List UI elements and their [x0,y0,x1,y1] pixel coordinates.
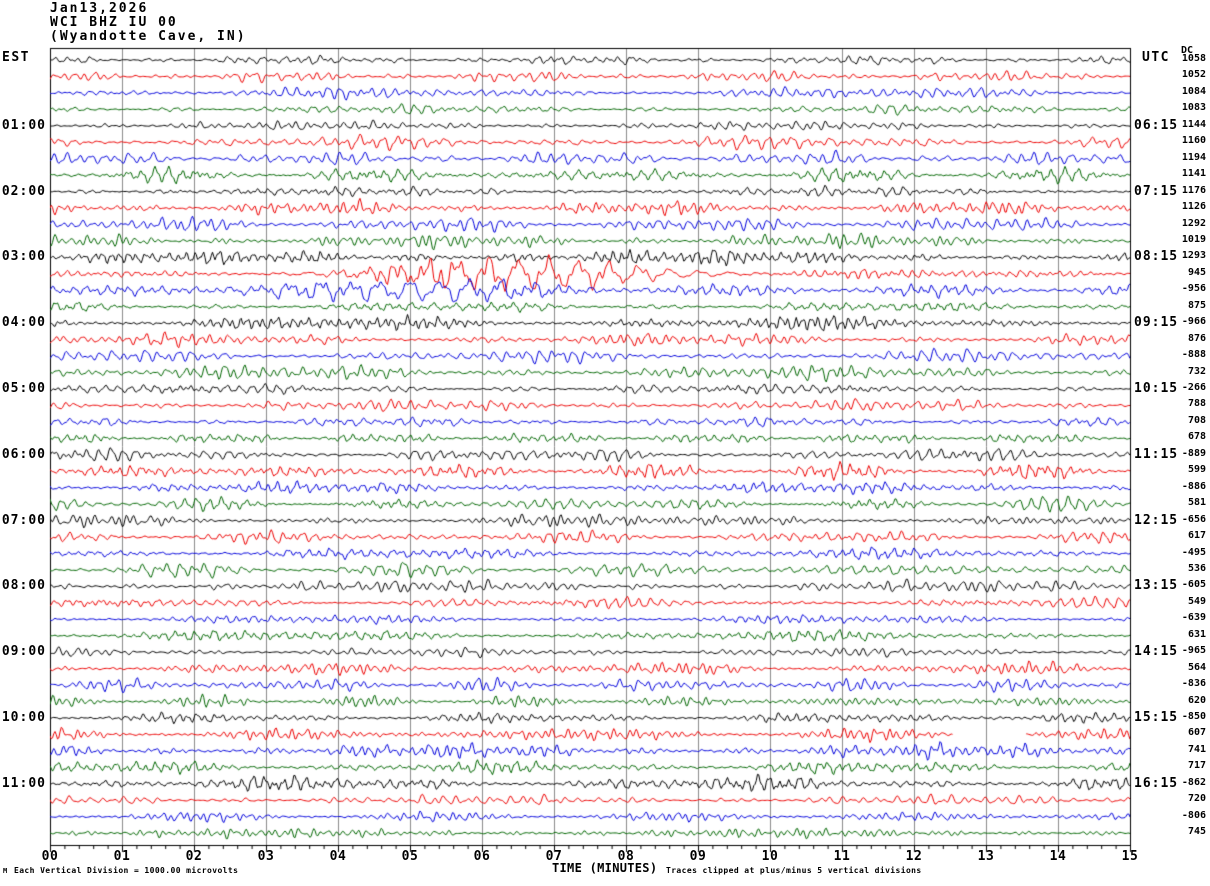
dc-offset-value: -605 [1181,579,1206,591]
dc-offset-value: -956 [1181,283,1206,295]
x-tick-label: 15 [1121,849,1139,864]
x-tick-label: 04 [329,849,347,864]
dc-offset-value: -836 [1181,678,1206,690]
dc-offset-value: 708 [1187,414,1206,426]
utc-hour-label: 15:15 [1134,710,1179,725]
x-tick-label: 02 [185,849,203,864]
dc-offset-value: 1083 [1181,102,1206,114]
dc-offset-value: 732 [1187,365,1206,377]
scale-note: Each Vertical Division = 1000.00 microvo… [14,866,239,875]
dc-offset-value: 617 [1187,530,1206,542]
x-tick-label: 01 [113,849,131,864]
x-tick-label: 08 [617,849,635,864]
dc-offset-value: 620 [1187,694,1206,706]
dc-offset-value: 1084 [1181,85,1206,97]
dc-offset-value: -806 [1181,809,1206,821]
dc-offset-value: 581 [1187,497,1206,509]
dc-offset-header: DC [1181,45,1194,56]
utc-hour-label: 09:15 [1134,315,1179,331]
utc-hour-label: 13:15 [1134,578,1179,594]
x-tick-label: 11 [833,849,851,864]
left-timezone-header: EST [2,50,30,65]
title-station: WCI BHZ IU 00 [50,15,178,30]
dc-offset-value: 1292 [1181,217,1206,229]
x-tick-label: 07 [545,849,563,864]
dc-offset-value: 678 [1187,431,1206,443]
utc-hour-label: 14:15 [1134,644,1179,660]
x-tick-label: 12 [905,849,923,864]
x-tick-label: 10 [761,849,779,864]
dc-offset-value: 1126 [1181,201,1206,213]
dc-offset-value: 564 [1187,661,1206,673]
est-hour-label: 11:00 [1,775,46,791]
dc-offset-value: 599 [1187,464,1206,476]
dc-offset-value: 549 [1187,595,1206,607]
dc-offset-value: 631 [1187,628,1206,640]
dc-offset-value: 875 [1187,299,1206,311]
dc-offset-value: -850 [1181,711,1206,722]
est-hour-label: 04:00 [1,315,46,331]
x-tick-label: 03 [257,849,275,864]
dc-offset-value: -888 [1181,349,1206,361]
dc-offset-value: 945 [1187,266,1206,278]
dc-offset-value: 720 [1187,793,1206,805]
utc-hour-label: 07:15 [1134,183,1179,199]
dc-offset-value: -862 [1181,776,1206,788]
utc-hour-label: 06:15 [1134,117,1179,133]
dc-offset-value: 1194 [1181,151,1206,163]
dc-offset-value: 741 [1187,743,1206,755]
utc-hour-label: 11:15 [1134,446,1179,462]
dc-offset-value: 1019 [1181,233,1206,245]
dc-offset-value: 788 [1187,398,1206,410]
utc-hour-label: 08:15 [1134,249,1179,265]
dc-offset-value: -495 [1181,546,1206,558]
x-axis-title: TIME (MINUTES) [552,861,658,875]
x-tick-label: 14 [1049,849,1067,864]
dc-offset-value: -639 [1181,612,1206,624]
right-timezone-header: UTC [1142,50,1170,65]
x-tick-label: 05 [401,849,419,864]
dc-offset-value: 607 [1187,727,1206,739]
est-hour-label: 05:00 [1,381,46,396]
dc-offset-value: 1144 [1181,118,1206,130]
utc-hour-label: 12:15 [1134,512,1179,528]
dc-offset-value: -889 [1181,447,1206,459]
clip-note: Traces clipped at plus/minus 5 vertical … [666,866,922,875]
dc-offset-value: -266 [1181,382,1206,393]
est-hour-label: 02:00 [1,183,46,199]
dc-offset-value: 717 [1187,760,1206,772]
est-hour-label: 07:00 [1,512,46,528]
dc-offset-value: 1052 [1181,69,1206,81]
title-location: (Wyandotte Cave, IN) [50,29,247,44]
x-tick-label: 00 [41,849,59,864]
dc-offset-value: 1141 [1181,168,1206,180]
dc-offset-value: -886 [1181,480,1206,492]
dc-offset-value: 745 [1187,826,1206,838]
utc-hour-label: 10:15 [1134,381,1179,396]
est-hour-label: 10:00 [1,710,46,725]
est-hour-label: 01:00 [1,117,46,133]
utc-hour-label: 16:15 [1134,775,1179,791]
corner-mark: M [3,867,8,875]
title-date: Jan13,2026 [50,1,149,16]
dc-offset-value: 1293 [1181,250,1206,262]
dc-offset-value: 536 [1187,562,1206,574]
est-hour-label: 03:00 [1,249,46,265]
dc-offset-value: -656 [1181,513,1206,525]
x-tick-label: 09 [689,849,707,864]
dc-offset-value: -966 [1181,316,1206,328]
dc-offset-value: 876 [1187,332,1206,344]
dc-offset-value: 1176 [1181,184,1206,196]
est-hour-label: 06:00 [1,446,46,462]
x-tick-label: 06 [473,849,491,864]
est-hour-label: 08:00 [1,578,46,594]
dc-offset-value: -965 [1181,645,1206,657]
est-hour-label: 09:00 [1,644,46,660]
dc-offset-value: 1160 [1181,135,1206,147]
dc-offset-value: 1058 [1181,53,1206,64]
x-tick-label: 13 [977,849,995,864]
